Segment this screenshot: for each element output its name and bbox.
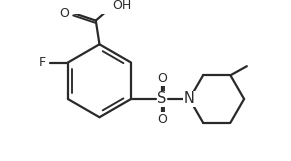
Text: O: O [157,113,167,126]
Text: OH: OH [112,0,132,12]
Text: F: F [39,56,46,69]
Text: O: O [59,7,69,20]
Text: S: S [157,91,167,106]
Text: N: N [184,91,195,106]
Text: O: O [157,72,167,85]
